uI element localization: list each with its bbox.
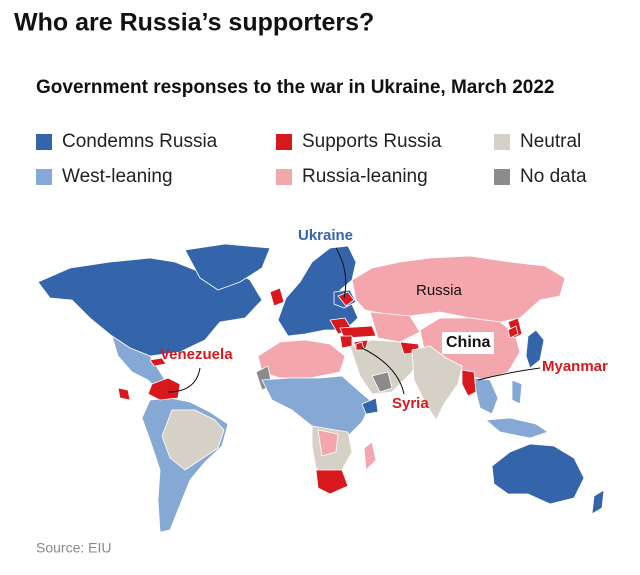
legend-swatch	[494, 169, 510, 185]
region	[371, 371, 393, 393]
region	[511, 379, 523, 405]
region	[315, 469, 349, 495]
world-map	[37, 243, 605, 533]
legend-swatch	[276, 134, 292, 150]
region	[37, 257, 263, 357]
source: Source: EIU	[36, 540, 111, 556]
map-labels: Ukraine Russia China Venezuela Syria Myanmar	[160, 227, 608, 412]
region	[269, 287, 285, 307]
region	[339, 325, 377, 339]
region	[369, 311, 421, 343]
callout-line	[335, 247, 347, 299]
subtitle: Government responses to the war in Ukrai…	[36, 77, 554, 98]
legend-swatch	[36, 134, 52, 150]
map-label: Myanmar	[542, 358, 608, 375]
legend-label: No data	[520, 166, 587, 187]
legend-label: Supports Russia	[302, 131, 442, 152]
region	[184, 243, 271, 291]
region	[161, 409, 225, 471]
region	[339, 335, 353, 349]
region	[461, 369, 477, 397]
legend-label: Russia-leaning	[302, 166, 428, 187]
region	[491, 443, 585, 505]
legend: Condemns Russia Supports Russia Neutral Wes…	[36, 131, 587, 187]
map-label: Ukraine	[298, 227, 353, 244]
legend-swatch	[276, 169, 292, 185]
map-label: China	[446, 334, 491, 351]
map-label: Syria	[392, 395, 429, 412]
region	[363, 441, 377, 471]
region	[507, 325, 519, 339]
legend-swatch	[494, 134, 510, 150]
label-background	[442, 332, 494, 354]
callout-line	[167, 367, 201, 393]
legend-label: Neutral	[520, 131, 581, 152]
legend-label: West-leaning	[62, 166, 173, 187]
region	[349, 339, 421, 395]
region	[257, 339, 346, 379]
region	[473, 377, 499, 415]
region	[591, 489, 605, 515]
region	[411, 345, 463, 421]
region	[361, 397, 379, 415]
region	[117, 387, 131, 401]
region	[525, 329, 545, 369]
legend-label: Condemns Russia	[62, 131, 218, 152]
callout-line	[477, 367, 541, 381]
region	[149, 357, 167, 367]
callout-line	[361, 347, 405, 395]
title: Who are Russia’s supporters?	[14, 9, 374, 37]
legend-swatch	[36, 169, 52, 185]
callouts	[167, 247, 541, 395]
map-label: Venezuela	[160, 346, 233, 363]
region	[261, 375, 373, 441]
region	[485, 417, 549, 439]
region	[147, 377, 181, 401]
map-label: Russia	[416, 282, 463, 299]
region	[317, 429, 339, 457]
